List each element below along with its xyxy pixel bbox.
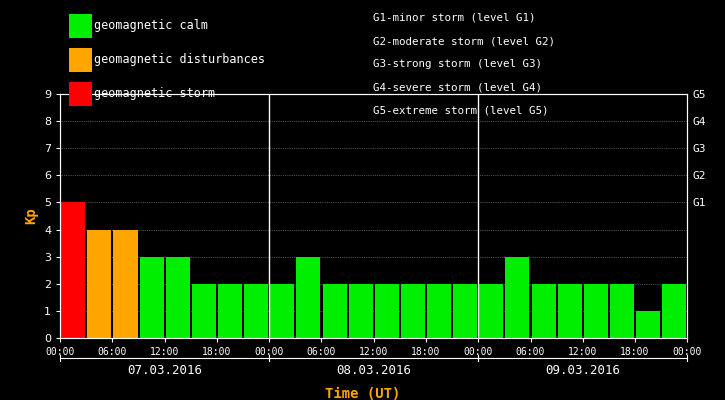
Bar [636, 311, 660, 338]
Bar [610, 284, 634, 338]
Bar [558, 284, 581, 338]
Bar [140, 257, 164, 338]
Text: G2-moderate storm (level G2): G2-moderate storm (level G2) [373, 36, 555, 46]
Bar [453, 284, 477, 338]
Text: 07.03.2016: 07.03.2016 [127, 364, 202, 376]
Text: geomagnetic storm: geomagnetic storm [94, 88, 215, 100]
Bar [349, 284, 373, 338]
Bar [401, 284, 425, 338]
Y-axis label: Kp: Kp [25, 208, 38, 224]
Bar [375, 284, 399, 338]
Text: geomagnetic calm: geomagnetic calm [94, 20, 208, 32]
Bar [218, 284, 242, 338]
Bar [192, 284, 216, 338]
Text: G4-severe storm (level G4): G4-severe storm (level G4) [373, 83, 542, 93]
Bar [61, 202, 86, 338]
Text: 08.03.2016: 08.03.2016 [336, 364, 411, 376]
Text: Time (UT): Time (UT) [325, 387, 400, 400]
Bar [479, 284, 503, 338]
Text: G1-minor storm (level G1): G1-minor storm (level G1) [373, 13, 536, 23]
Bar [531, 284, 555, 338]
Bar [427, 284, 451, 338]
Text: 09.03.2016: 09.03.2016 [545, 364, 621, 376]
Bar [505, 257, 529, 338]
Bar [297, 257, 320, 338]
Bar [114, 230, 138, 338]
Bar [270, 284, 294, 338]
Bar [166, 257, 190, 338]
Text: G3-strong storm (level G3): G3-strong storm (level G3) [373, 60, 542, 70]
Bar [244, 284, 268, 338]
Bar [662, 284, 687, 338]
Bar [323, 284, 347, 338]
Text: G5-extreme storm (level G5): G5-extreme storm (level G5) [373, 106, 549, 116]
Text: geomagnetic disturbances: geomagnetic disturbances [94, 54, 265, 66]
Bar [584, 284, 608, 338]
Bar [87, 230, 112, 338]
